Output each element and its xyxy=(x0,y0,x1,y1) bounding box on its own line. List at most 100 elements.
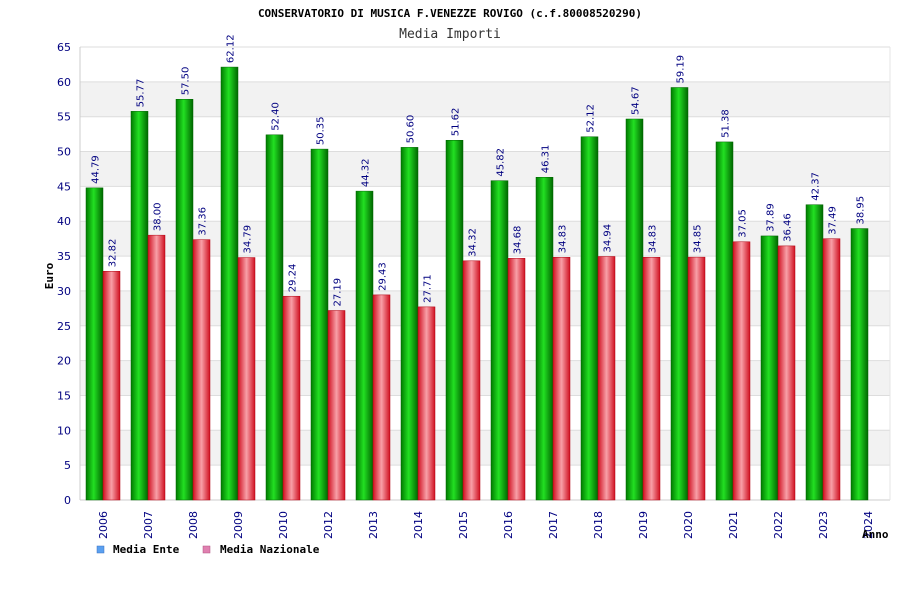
data-label-nazionale: 32.82 xyxy=(108,239,119,268)
data-label-nazionale: 34.85 xyxy=(693,224,704,253)
bar-media-nazionale xyxy=(777,245,796,501)
data-label-nazionale: 34.94 xyxy=(603,224,614,253)
y-tick-label: 10 xyxy=(57,424,71,437)
data-label-nazionale: 34.79 xyxy=(243,225,254,254)
y-tick-label: 35 xyxy=(57,250,71,263)
data-label-nazionale: 34.32 xyxy=(468,228,479,257)
chart-title: CONSERVATORIO DI MUSICA F.VENEZZE ROVIGO… xyxy=(258,7,642,20)
x-tick-label: 2022 xyxy=(772,511,785,539)
bar-media-nazionale xyxy=(147,234,166,501)
data-label-nazionale: 37.05 xyxy=(738,209,749,238)
y-tick-label: 45 xyxy=(57,180,71,193)
bar-media-nazionale xyxy=(597,256,616,501)
data-label-nazionale: 29.43 xyxy=(378,262,389,291)
x-tick-label: 2013 xyxy=(367,511,380,539)
data-label-ente: 55.77 xyxy=(136,79,147,108)
bar-media-nazionale xyxy=(102,271,121,501)
bar-media-ente xyxy=(580,136,599,501)
bar-media-ente xyxy=(625,118,644,501)
data-label-nazionale: 27.71 xyxy=(423,274,434,303)
bar-media-nazionale xyxy=(237,257,256,501)
y-tick-label: 55 xyxy=(57,111,71,124)
data-label-ente: 38.95 xyxy=(856,196,867,225)
bar-media-ente xyxy=(535,177,554,501)
x-tick-label: 2020 xyxy=(682,511,695,539)
bar-media-ente xyxy=(355,190,374,501)
bar-media-ente xyxy=(265,134,284,501)
bar-media-nazionale xyxy=(732,241,751,501)
legend-swatch-nazionale xyxy=(202,545,211,554)
legend-label-nazionale: Media Nazionale xyxy=(220,543,320,556)
legend-swatch-ente xyxy=(96,545,105,554)
x-tick-label: 2014 xyxy=(412,511,425,539)
y-tick-label: 15 xyxy=(57,389,71,402)
x-tick-label: 2023 xyxy=(817,511,830,539)
x-tick-label: 2012 xyxy=(322,511,335,539)
bar-media-ente xyxy=(805,204,824,501)
y-tick-label: 20 xyxy=(57,355,71,368)
data-label-nazionale: 34.83 xyxy=(648,225,659,254)
grid-band xyxy=(80,81,890,117)
bar-media-ente xyxy=(85,187,104,501)
bar-media-nazionale xyxy=(282,295,301,501)
bar-media-ente xyxy=(175,99,194,501)
x-tick-label: 2015 xyxy=(457,511,470,539)
data-label-ente: 37.89 xyxy=(766,203,777,232)
bar-media-ente xyxy=(760,235,779,501)
data-label-ente: 50.60 xyxy=(406,115,417,144)
bar-media-ente xyxy=(220,66,239,501)
x-tick-label: 2010 xyxy=(277,511,290,539)
plot-area: 0 5 10 15 20 25 30 35 40 45 50 55 60 65 44.79 32.82 2006… xyxy=(57,34,891,539)
y-tick-label: 25 xyxy=(57,320,71,333)
y-tick-label: 50 xyxy=(57,146,71,159)
bar-media-ente xyxy=(490,180,509,501)
y-axis-label: Euro xyxy=(43,262,56,289)
data-label-nazionale: 38.00 xyxy=(153,203,164,232)
bar-media-nazionale xyxy=(822,238,841,501)
grid-band xyxy=(80,151,890,187)
data-label-nazionale: 34.68 xyxy=(513,226,524,255)
data-label-nazionale: 37.49 xyxy=(828,206,839,235)
data-label-nazionale: 37.36 xyxy=(198,207,209,236)
bar-media-nazionale xyxy=(192,239,211,501)
bar-media-nazionale xyxy=(552,257,571,501)
data-label-nazionale: 27.19 xyxy=(333,278,344,307)
bar-media-ente xyxy=(715,141,734,501)
data-label-nazionale: 29.24 xyxy=(288,264,299,293)
grid-band xyxy=(80,290,890,326)
bar-media-ente xyxy=(310,148,329,501)
data-label-ente: 51.62 xyxy=(451,108,462,137)
y-tick-label: 60 xyxy=(57,76,71,89)
bar-media-ente xyxy=(130,111,149,501)
data-label-ente: 44.79 xyxy=(91,155,102,184)
data-label-ente: 50.35 xyxy=(316,116,327,145)
bar-media-ente xyxy=(400,147,419,501)
data-label-ente: 52.12 xyxy=(586,104,597,133)
data-label-ente: 57.50 xyxy=(181,67,192,96)
x-tick-label: 2006 xyxy=(97,511,110,539)
data-label-ente: 45.82 xyxy=(496,148,507,177)
bar-media-ente xyxy=(670,87,689,501)
x-axis-label: Anno xyxy=(862,528,889,541)
x-tick-label: 2016 xyxy=(502,511,515,539)
data-label-nazionale: 34.83 xyxy=(558,225,569,254)
data-label-ente: 42.37 xyxy=(811,172,822,201)
x-tick-label: 2008 xyxy=(187,511,200,539)
bar-media-ente xyxy=(445,139,464,501)
data-label-ente: 51.38 xyxy=(721,109,732,138)
x-tick-label: 2018 xyxy=(592,511,605,539)
y-tick-label: 5 xyxy=(64,459,71,472)
x-tick-label: 2007 xyxy=(142,511,155,539)
grid-band xyxy=(80,360,890,396)
data-label-ente: 62.12 xyxy=(226,34,237,63)
bar-media-nazionale xyxy=(642,257,661,501)
y-tick-label: 30 xyxy=(57,285,71,298)
y-tick-label: 40 xyxy=(57,215,71,228)
x-tick-label: 2021 xyxy=(727,511,740,539)
bar-media-ente xyxy=(850,228,869,501)
grid-band xyxy=(80,430,890,466)
x-tick-label: 2017 xyxy=(547,511,560,539)
chart-subtitle: Media Importi xyxy=(399,27,501,42)
bar-media-nazionale xyxy=(462,260,481,501)
